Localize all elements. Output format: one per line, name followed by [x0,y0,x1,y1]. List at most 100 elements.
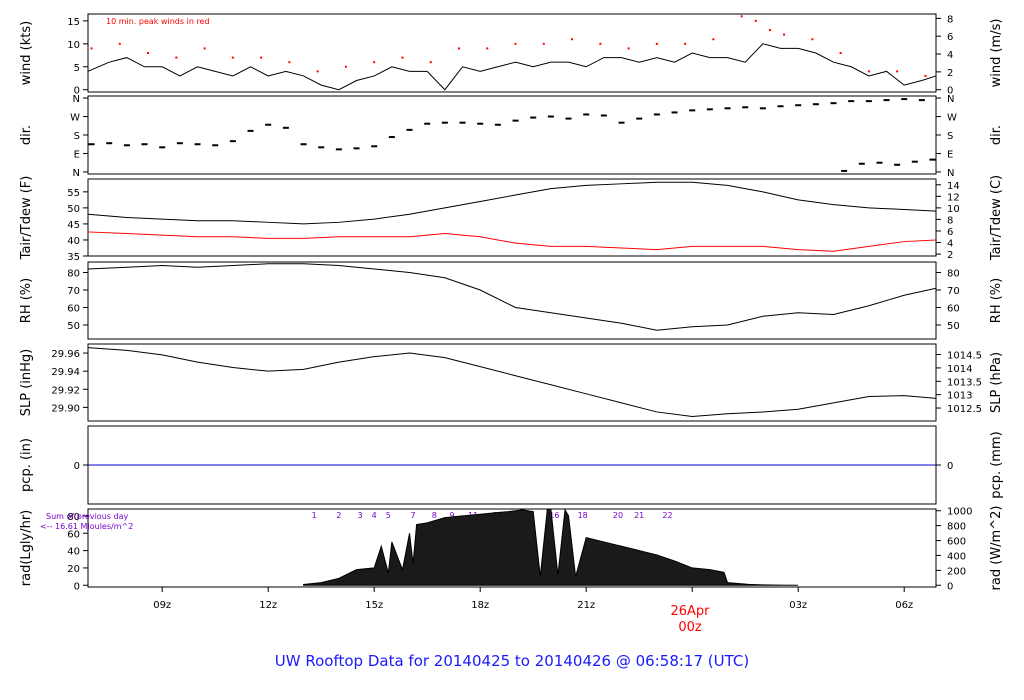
hour-label: 2 [336,511,341,520]
direction-point [918,99,925,102]
y-tick-right-label: 400 [947,551,966,562]
peak-wind-point [627,47,630,50]
direction-point [424,122,431,125]
direction-point [911,160,918,163]
y-tick-label: 55 [67,188,80,199]
peak-wind-point [571,38,574,41]
direction-point [512,119,519,122]
y-tick-label: 50 [67,204,80,215]
peak-wind-point [867,70,870,73]
direction-point [759,107,766,110]
y-tick-right-label: 1000 [947,507,972,518]
y-tick-label: 29.90 [51,403,80,414]
direction-point [742,106,749,109]
y-tick-label: S [74,131,80,142]
direction-point [865,100,872,103]
series-line-Tdew [87,231,937,252]
direction-point [777,105,784,108]
y-tick-right-label: 4 [947,50,953,61]
y-tick-right-label: 10 [947,204,960,215]
direction-point [300,143,307,146]
y-tick-label: 10 [67,40,80,51]
peak-wind-point [740,15,743,18]
direction-point [795,104,802,107]
panel-annotation: Sum of previous day [46,512,128,521]
direction-point [494,123,501,126]
date-label: 26Apr [670,604,710,619]
y-tick-label: 60 [67,529,80,540]
y-tick-right-label: 8 [947,215,953,226]
direction-point [159,146,166,149]
direction-point [858,162,865,165]
x-tick-label: 03z [789,600,807,611]
y-tick-right-label: 200 [947,566,966,577]
y-axis-label-right: RH (%) [989,278,1004,323]
y-tick-label: 0 [74,461,80,472]
peak-wind-point [90,47,93,50]
y-tick-right-label: 50 [947,321,960,332]
y-tick-right-label: 600 [947,537,966,548]
y-axis-label: SLP (inHg) [19,349,34,417]
y-axis-label: dir. [19,125,34,145]
panel-rh: 50 60 70 80 50 60 70 80 RH (%) RH (%) [19,261,1004,340]
panel-frame [87,13,937,93]
x-tick-label: 15z [365,600,383,611]
hour-label: 7 [411,511,416,520]
peak-wind-point [175,56,178,59]
y-tick-label: 15 [67,17,80,28]
series-line-wind [87,43,937,91]
peak-wind-point [373,61,376,64]
chart-title: UW Rooftop Data for 20140425 to 20140426… [275,652,749,670]
peak-wind-point [231,56,234,59]
panel-pcp: 0 0 pcp. (in) pcp. (mm) [19,425,1004,505]
direction-point [618,121,625,124]
y-axis-label-right: Tair/Tdew (C) [989,175,1004,261]
x-tick-label: 21z [577,600,595,611]
direction-point [229,140,236,143]
hour-label: 8 [432,511,437,520]
y-tick-label: 80 [67,269,80,280]
peak-wind-point [839,52,842,54]
direction-point [88,143,95,146]
y-tick-right-label: 2 [947,68,953,79]
y-tick-right-label: 2 [947,250,953,261]
radiation-area [303,508,799,586]
y-tick-label: 60 [67,304,80,315]
direction-point [600,114,607,117]
y-tick-label: 50 [67,321,80,332]
direction-point [812,103,819,106]
direction-point [335,148,342,151]
y-tick-right-label: 1012.5 [947,404,982,415]
hour-label: 22 [662,511,672,520]
direction-point [388,136,395,139]
y-tick-label: 70 [67,286,80,297]
x-tick-label: 18z [471,600,489,611]
series-line-RH [87,263,937,331]
panel-wind: 0 5 10 15 0 2 4 6 8 wind (kts) wind (m/s) 10 min. p… [19,13,1004,97]
direction-point [894,163,901,166]
y-tick-right-label: 60 [947,304,960,315]
y-tick-right-label: S [947,131,953,142]
direction-point [583,113,590,116]
peak-wind-point [429,61,432,64]
y-tick-label: 29.92 [51,385,80,396]
y-tick-label: 5 [74,63,80,74]
peak-wind-point [514,42,517,45]
y-tick-right-label: 0 [947,581,953,592]
panel-frame [87,95,937,175]
y-tick-label: 0 [74,581,80,592]
direction-point [371,145,378,148]
direction-point [141,143,148,146]
hour-label: 5 [386,511,391,520]
direction-point [653,113,660,116]
direction-point [530,116,537,119]
peak-wind-point [118,42,121,45]
direction-point [194,143,201,146]
hour-label: 1 [312,511,317,520]
y-tick-right-label: 80 [947,269,960,280]
series-line-SLP [87,347,937,417]
y-tick-right-label: 6 [947,32,953,43]
peak-wind-point [260,56,263,59]
